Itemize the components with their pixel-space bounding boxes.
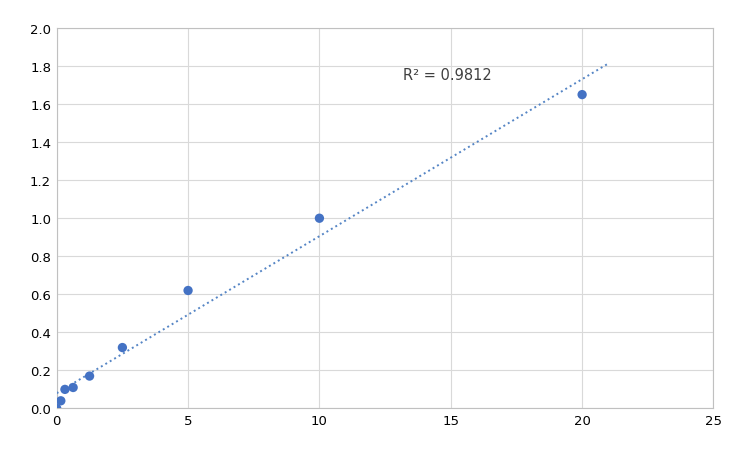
Point xyxy=(117,344,129,351)
Point xyxy=(576,92,588,99)
Point xyxy=(59,386,71,393)
Point xyxy=(314,215,326,222)
Point xyxy=(55,397,67,405)
Text: R² = 0.9812: R² = 0.9812 xyxy=(404,68,493,83)
Point xyxy=(83,373,96,380)
Point xyxy=(182,287,194,295)
Point xyxy=(50,405,62,412)
Point xyxy=(67,384,79,391)
